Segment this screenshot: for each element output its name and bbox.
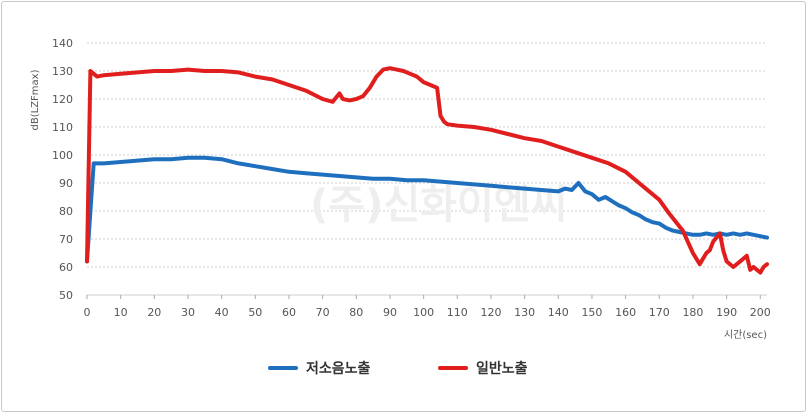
x-tick-label: 160 [615,306,636,319]
legend: 저소음노출 일반노출 [0,358,807,388]
y-tick-label: 70 [59,233,73,246]
x-tick-label: 80 [349,306,363,319]
y-tick-label: 120 [52,93,73,106]
x-tick-label: 10 [114,306,128,319]
x-tick-label: 110 [447,306,468,319]
legend-label-normal: 일반노출 [476,361,528,377]
y-tick-labels: 50 60 70 80 90 100 110 120 130 140 [52,37,73,302]
grid-lines [87,42,767,296]
y-tick-label: 90 [59,177,73,190]
x-tick-label: 50 [248,306,262,319]
series-line-0 [85,155,769,264]
x-tick-label: 180 [682,306,703,319]
x-tick-label: 130 [514,306,535,319]
legend-item-low: 저소음노출 [268,358,370,378]
x-tick-label: 100 [413,306,434,319]
legend-item-normal: 일반노출 [438,358,528,378]
y-tick-label: 100 [52,149,73,162]
x-axis-label: 시간(sec) [724,329,767,341]
x-tick-label: 40 [215,306,229,319]
x-tick-label: 30 [181,306,195,319]
series-lines [85,66,769,275]
x-tick-label: 120 [480,306,501,319]
y-tick-label: 110 [52,121,73,134]
series-line-1 [85,66,769,275]
legend-swatch-normal [438,366,468,370]
x-tick-label: 140 [548,306,569,319]
y-axis-label: dB(LZFmax) [30,69,41,130]
x-tick-label: 20 [147,306,161,319]
x-tick-label: 150 [581,306,602,319]
y-tick-label: 50 [59,289,73,302]
x-tick-label: 60 [282,306,296,319]
y-tick-label: 80 [59,205,73,218]
x-tick-label: 0 [84,306,91,319]
x-tick-label: 90 [383,306,397,319]
y-tick-label: 130 [52,65,73,78]
legend-label-low: 저소음노출 [306,361,371,377]
legend-swatch-low [268,366,298,370]
x-tick-label: 200 [750,306,771,319]
y-tick-label: 60 [59,261,73,274]
x-tick-label: 190 [716,306,737,319]
x-tick-label: 70 [316,306,330,319]
x-tick-label: 170 [649,306,670,319]
x-tick-labels: 0 10 20 30 40 50 60 70 80 90 100 110 120 130 140 150 160… [84,295,771,319]
y-tick-label: 140 [52,37,73,50]
